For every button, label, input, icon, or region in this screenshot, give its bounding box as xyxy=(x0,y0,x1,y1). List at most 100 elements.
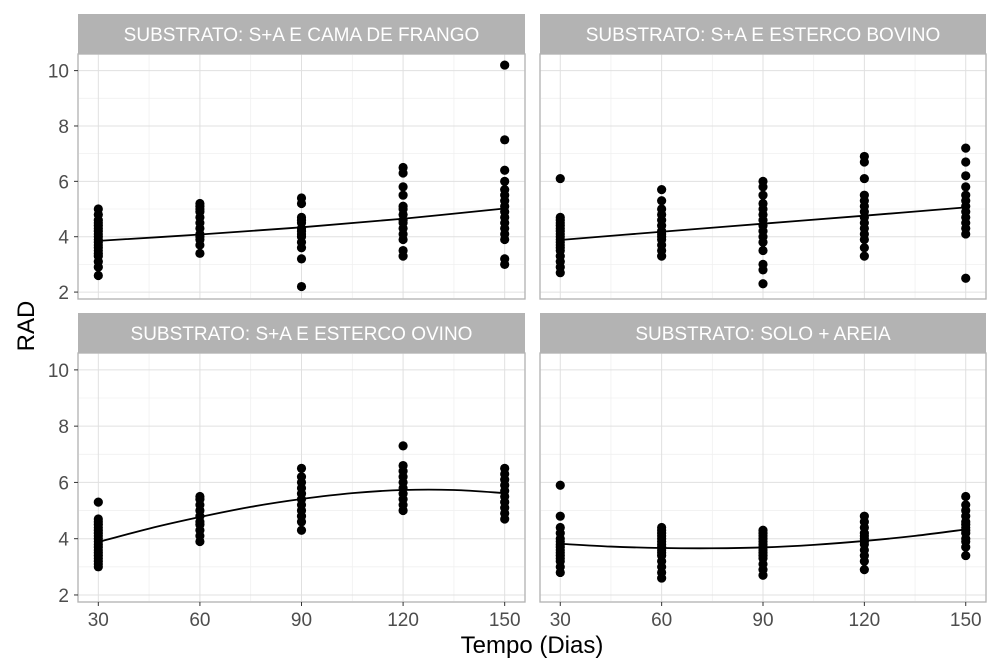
data-point xyxy=(195,248,205,258)
y-tick-label: 6 xyxy=(58,172,69,193)
x-tick-label: 60 xyxy=(189,610,210,631)
facet-strip xyxy=(78,313,525,353)
x-tick-label: 90 xyxy=(291,610,312,631)
x-tick-label: 150 xyxy=(489,610,521,631)
data-point xyxy=(398,460,408,471)
data-point xyxy=(296,281,307,292)
data-point xyxy=(961,550,971,561)
x-tick-label: 90 xyxy=(752,610,773,631)
x-tick-label: 60 xyxy=(651,610,672,631)
facet-title: SUBSTRATO: SOLO + AREIA xyxy=(635,324,891,345)
data-point xyxy=(555,511,565,521)
data-point xyxy=(500,60,510,70)
data-point xyxy=(398,190,408,200)
data-point xyxy=(398,201,408,211)
data-point xyxy=(961,491,971,502)
data-point xyxy=(961,273,971,283)
data-point xyxy=(93,270,103,281)
fit-line xyxy=(560,528,966,550)
y-tick-label: 2 xyxy=(58,283,69,304)
data-point xyxy=(296,212,307,222)
x-tick-label: 120 xyxy=(849,610,881,631)
data-point xyxy=(93,514,103,524)
data-point xyxy=(195,491,205,502)
data-point xyxy=(500,176,510,186)
data-point xyxy=(859,151,869,162)
fit-line xyxy=(98,207,505,242)
data-point xyxy=(657,522,667,533)
data-point xyxy=(961,157,971,167)
data-point xyxy=(296,463,307,473)
data-point xyxy=(758,525,768,535)
data-point xyxy=(961,190,971,200)
data-point xyxy=(195,198,205,209)
data-point xyxy=(961,143,971,153)
data-point xyxy=(296,193,307,203)
facet-panel-2: SUBSTRATO: S+A E ESTERCO BOVINO xyxy=(539,14,987,300)
data-point xyxy=(961,182,971,192)
data-point xyxy=(555,480,565,490)
data-point xyxy=(961,500,971,510)
data-point xyxy=(555,173,565,184)
fit-line xyxy=(98,488,505,543)
data-point xyxy=(500,463,510,473)
facet-title: SUBSTRATO: S+A E ESTERCO BOVINO xyxy=(586,25,941,46)
facet-strip xyxy=(540,313,986,353)
data-point xyxy=(296,254,307,264)
facet-panel-4: SUBSTRATO: SOLO + AREIA 30 60 90 120 150 xyxy=(539,313,987,631)
x-tick-label: 150 xyxy=(950,610,982,631)
y-tick-label: 6 xyxy=(58,473,69,494)
y-tick-label: 4 xyxy=(58,530,69,551)
data-point xyxy=(555,522,565,533)
data-point xyxy=(859,173,869,184)
data-point xyxy=(500,254,510,264)
data-point xyxy=(398,245,408,256)
y-tick-label: 4 xyxy=(58,228,69,249)
data-point xyxy=(859,565,869,575)
data-point xyxy=(758,198,768,209)
y-tick-label: 10 xyxy=(48,62,69,83)
data-point xyxy=(758,190,768,200)
data-point xyxy=(961,171,971,181)
facet-title: SUBSTRATO: S+A E CAMA DE FRANGO xyxy=(124,25,480,46)
data-point xyxy=(93,497,103,507)
data-point xyxy=(398,441,408,451)
facet-title: SUBSTRATO: S+A E ESTERCO OVINO xyxy=(131,324,473,345)
data-point xyxy=(758,176,768,186)
data-point xyxy=(500,165,510,175)
facet-strip xyxy=(540,14,986,54)
data-point xyxy=(500,185,510,195)
data-point xyxy=(93,204,103,214)
x-tick-label: 30 xyxy=(550,610,571,631)
data-point xyxy=(657,204,667,214)
data-point xyxy=(758,259,768,269)
data-point xyxy=(500,135,510,145)
data-point xyxy=(398,182,408,192)
panel-border xyxy=(539,53,987,300)
data-point xyxy=(296,525,307,535)
data-point xyxy=(398,162,408,173)
data-point xyxy=(657,196,667,206)
data-point xyxy=(758,279,768,289)
data-point xyxy=(555,212,565,222)
facet-panel-3: SUBSTRATO: S+A E ESTERCO OVINO 2 4 6 8 10 30 60… xyxy=(48,313,526,631)
data-point xyxy=(859,190,869,200)
panel-border xyxy=(77,53,526,300)
data-point xyxy=(758,245,768,256)
panels-layer: SUBSTRATO: S+A E CAMA DE FRANGO246810SUB… xyxy=(48,14,987,631)
x-tick-label: 120 xyxy=(387,610,419,631)
x-axis-title: Tempo (Dias) xyxy=(461,632,604,659)
data-point xyxy=(859,251,869,261)
facet-panel-1: SUBSTRATO: S+A E CAMA DE FRANGO 2 4 6 8 10 xyxy=(48,14,526,304)
x-tick-label: 30 xyxy=(88,610,109,631)
fit-line xyxy=(560,206,966,241)
data-point xyxy=(296,472,307,482)
facet-strip xyxy=(78,14,525,54)
y-tick-label: 2 xyxy=(58,586,69,607)
y-axis-title: RAD xyxy=(13,301,40,352)
data-point xyxy=(859,511,869,521)
y-tick-label: 8 xyxy=(58,417,69,438)
y-tick-label: 8 xyxy=(58,117,69,138)
y-tick-label: 10 xyxy=(48,361,69,382)
